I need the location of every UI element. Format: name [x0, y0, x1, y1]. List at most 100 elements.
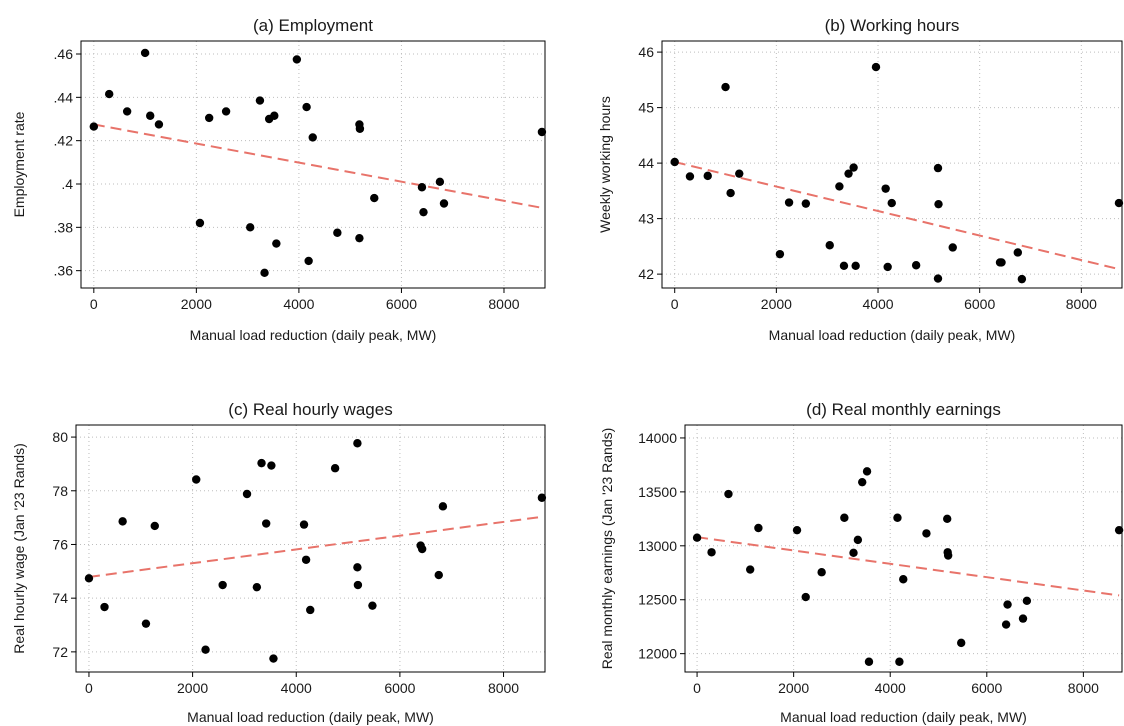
- x-tick-label: 4000: [862, 296, 893, 312]
- data-point: [292, 55, 302, 64]
- data-point: [893, 513, 902, 522]
- data-point: [218, 580, 227, 590]
- x-tick-label: 8000: [1068, 680, 1099, 696]
- data-point: [302, 102, 311, 112]
- data-point: [306, 605, 315, 615]
- x-tick-label: 2000: [761, 296, 792, 312]
- y-axis-label: Real hourly wage (Jan '23 Rands): [11, 443, 27, 653]
- x-axis-label: Manual load reduction (daily peak, MW): [780, 709, 1027, 725]
- chart-title: (d) Real monthly earnings: [806, 400, 1001, 419]
- y-tick-label: .44: [54, 89, 74, 105]
- panel-real-hourly-wages: 0 2000 4000 6000 8000 72 74 76 78 80 (c) Real hour…: [11, 400, 547, 725]
- x-tick-label: 0: [90, 296, 98, 312]
- x-tick-label: 2000: [778, 680, 809, 696]
- panel-real-monthly-earnings: 0 2000 4000 6000 8000 12000 12500 13000 13500 140…: [599, 400, 1124, 725]
- data-point: [368, 601, 377, 610]
- data-point: [745, 565, 755, 574]
- data-point: [957, 638, 966, 648]
- x-tick-label: 0: [693, 680, 701, 696]
- y-tick-label: 12000: [638, 646, 677, 662]
- y-tick-label: .38: [54, 219, 74, 235]
- data-point: [438, 502, 448, 511]
- fit-line: [696, 536, 1120, 597]
- plot-frame: [661, 40, 1123, 289]
- x-tick-label: 8000: [1066, 296, 1097, 312]
- data-point: [355, 233, 364, 243]
- data-point: [1013, 248, 1023, 257]
- data-point: [434, 570, 443, 580]
- x-tick-label: 6000: [386, 296, 417, 312]
- data-point: [844, 169, 853, 178]
- x-tick-label: 6000: [384, 680, 415, 696]
- data-point: [948, 243, 957, 252]
- x-tick-label: 4000: [281, 680, 312, 696]
- data-point: [943, 514, 952, 524]
- x-tick-label: 0: [671, 296, 679, 312]
- data-point: [537, 127, 547, 137]
- data-point: [267, 461, 276, 470]
- x-tick-label: 0: [85, 680, 93, 696]
- data-point: [933, 274, 943, 283]
- fit-line: [93, 123, 543, 209]
- y-tick-label: .46: [54, 46, 74, 62]
- data-point: [825, 241, 834, 250]
- y-tick-label: 43: [638, 211, 654, 227]
- y-tick-label: 14000: [638, 430, 677, 446]
- chart-title: (a) Employment: [253, 16, 373, 35]
- data-point: [419, 207, 428, 217]
- data-point: [417, 183, 427, 192]
- y-axis-label: Real monthly earnings (Jan '23 Rands): [599, 428, 615, 670]
- data-point: [933, 163, 943, 173]
- data-point: [308, 133, 317, 142]
- x-tick-label: 4000: [875, 680, 906, 696]
- data-point: [330, 464, 340, 473]
- data-point: [883, 262, 892, 272]
- data-point: [735, 169, 744, 178]
- x-tick-label: 2000: [177, 680, 208, 696]
- y-tick-label: 13500: [638, 484, 677, 500]
- data-point: [835, 182, 844, 191]
- data-point: [299, 520, 309, 529]
- data-point: [439, 199, 449, 208]
- data-point: [703, 171, 712, 181]
- data-point: [922, 529, 931, 538]
- plot-frame: [684, 424, 1123, 673]
- y-tick-label: 46: [638, 44, 654, 60]
- data-point: [257, 458, 266, 468]
- y-tick-label: 76: [52, 536, 68, 552]
- data-point: [304, 256, 313, 266]
- data-point: [887, 198, 896, 208]
- x-tick-label: 6000: [971, 680, 1002, 696]
- data-point: [301, 555, 311, 564]
- data-point: [858, 477, 867, 487]
- data-point: [255, 96, 265, 105]
- data-point: [269, 654, 278, 663]
- data-point: [272, 239, 281, 248]
- data-point: [154, 120, 164, 129]
- y-tick-label: 42: [638, 266, 654, 282]
- y-tick-label: 72: [52, 644, 68, 660]
- data-point: [140, 48, 150, 58]
- data-point: [260, 268, 269, 278]
- x-tick-label: 2000: [181, 296, 212, 312]
- data-point: [537, 493, 547, 502]
- data-point: [726, 188, 735, 198]
- data-point: [849, 163, 858, 172]
- data-point: [792, 525, 802, 535]
- data-point: [685, 172, 695, 181]
- data-point: [670, 157, 679, 167]
- data-point: [201, 645, 210, 654]
- y-tick-label: 78: [52, 483, 68, 499]
- data-point: [853, 535, 863, 545]
- panel-working-hours: 0 2000 4000 6000 8000 42 43 44 45 46 (b) Working h…: [597, 16, 1124, 343]
- data-point: [252, 582, 262, 592]
- data-point: [1114, 525, 1124, 535]
- data-point: [353, 563, 362, 572]
- data-point: [245, 223, 255, 232]
- data-point: [895, 657, 904, 666]
- panel-employment: 0 2000 4000 6000 8000 .36 .38 .4 .42 .44 .46 (a) Em…: [11, 16, 547, 343]
- data-point: [353, 439, 362, 448]
- data-point: [881, 184, 890, 193]
- data-point: [899, 575, 908, 584]
